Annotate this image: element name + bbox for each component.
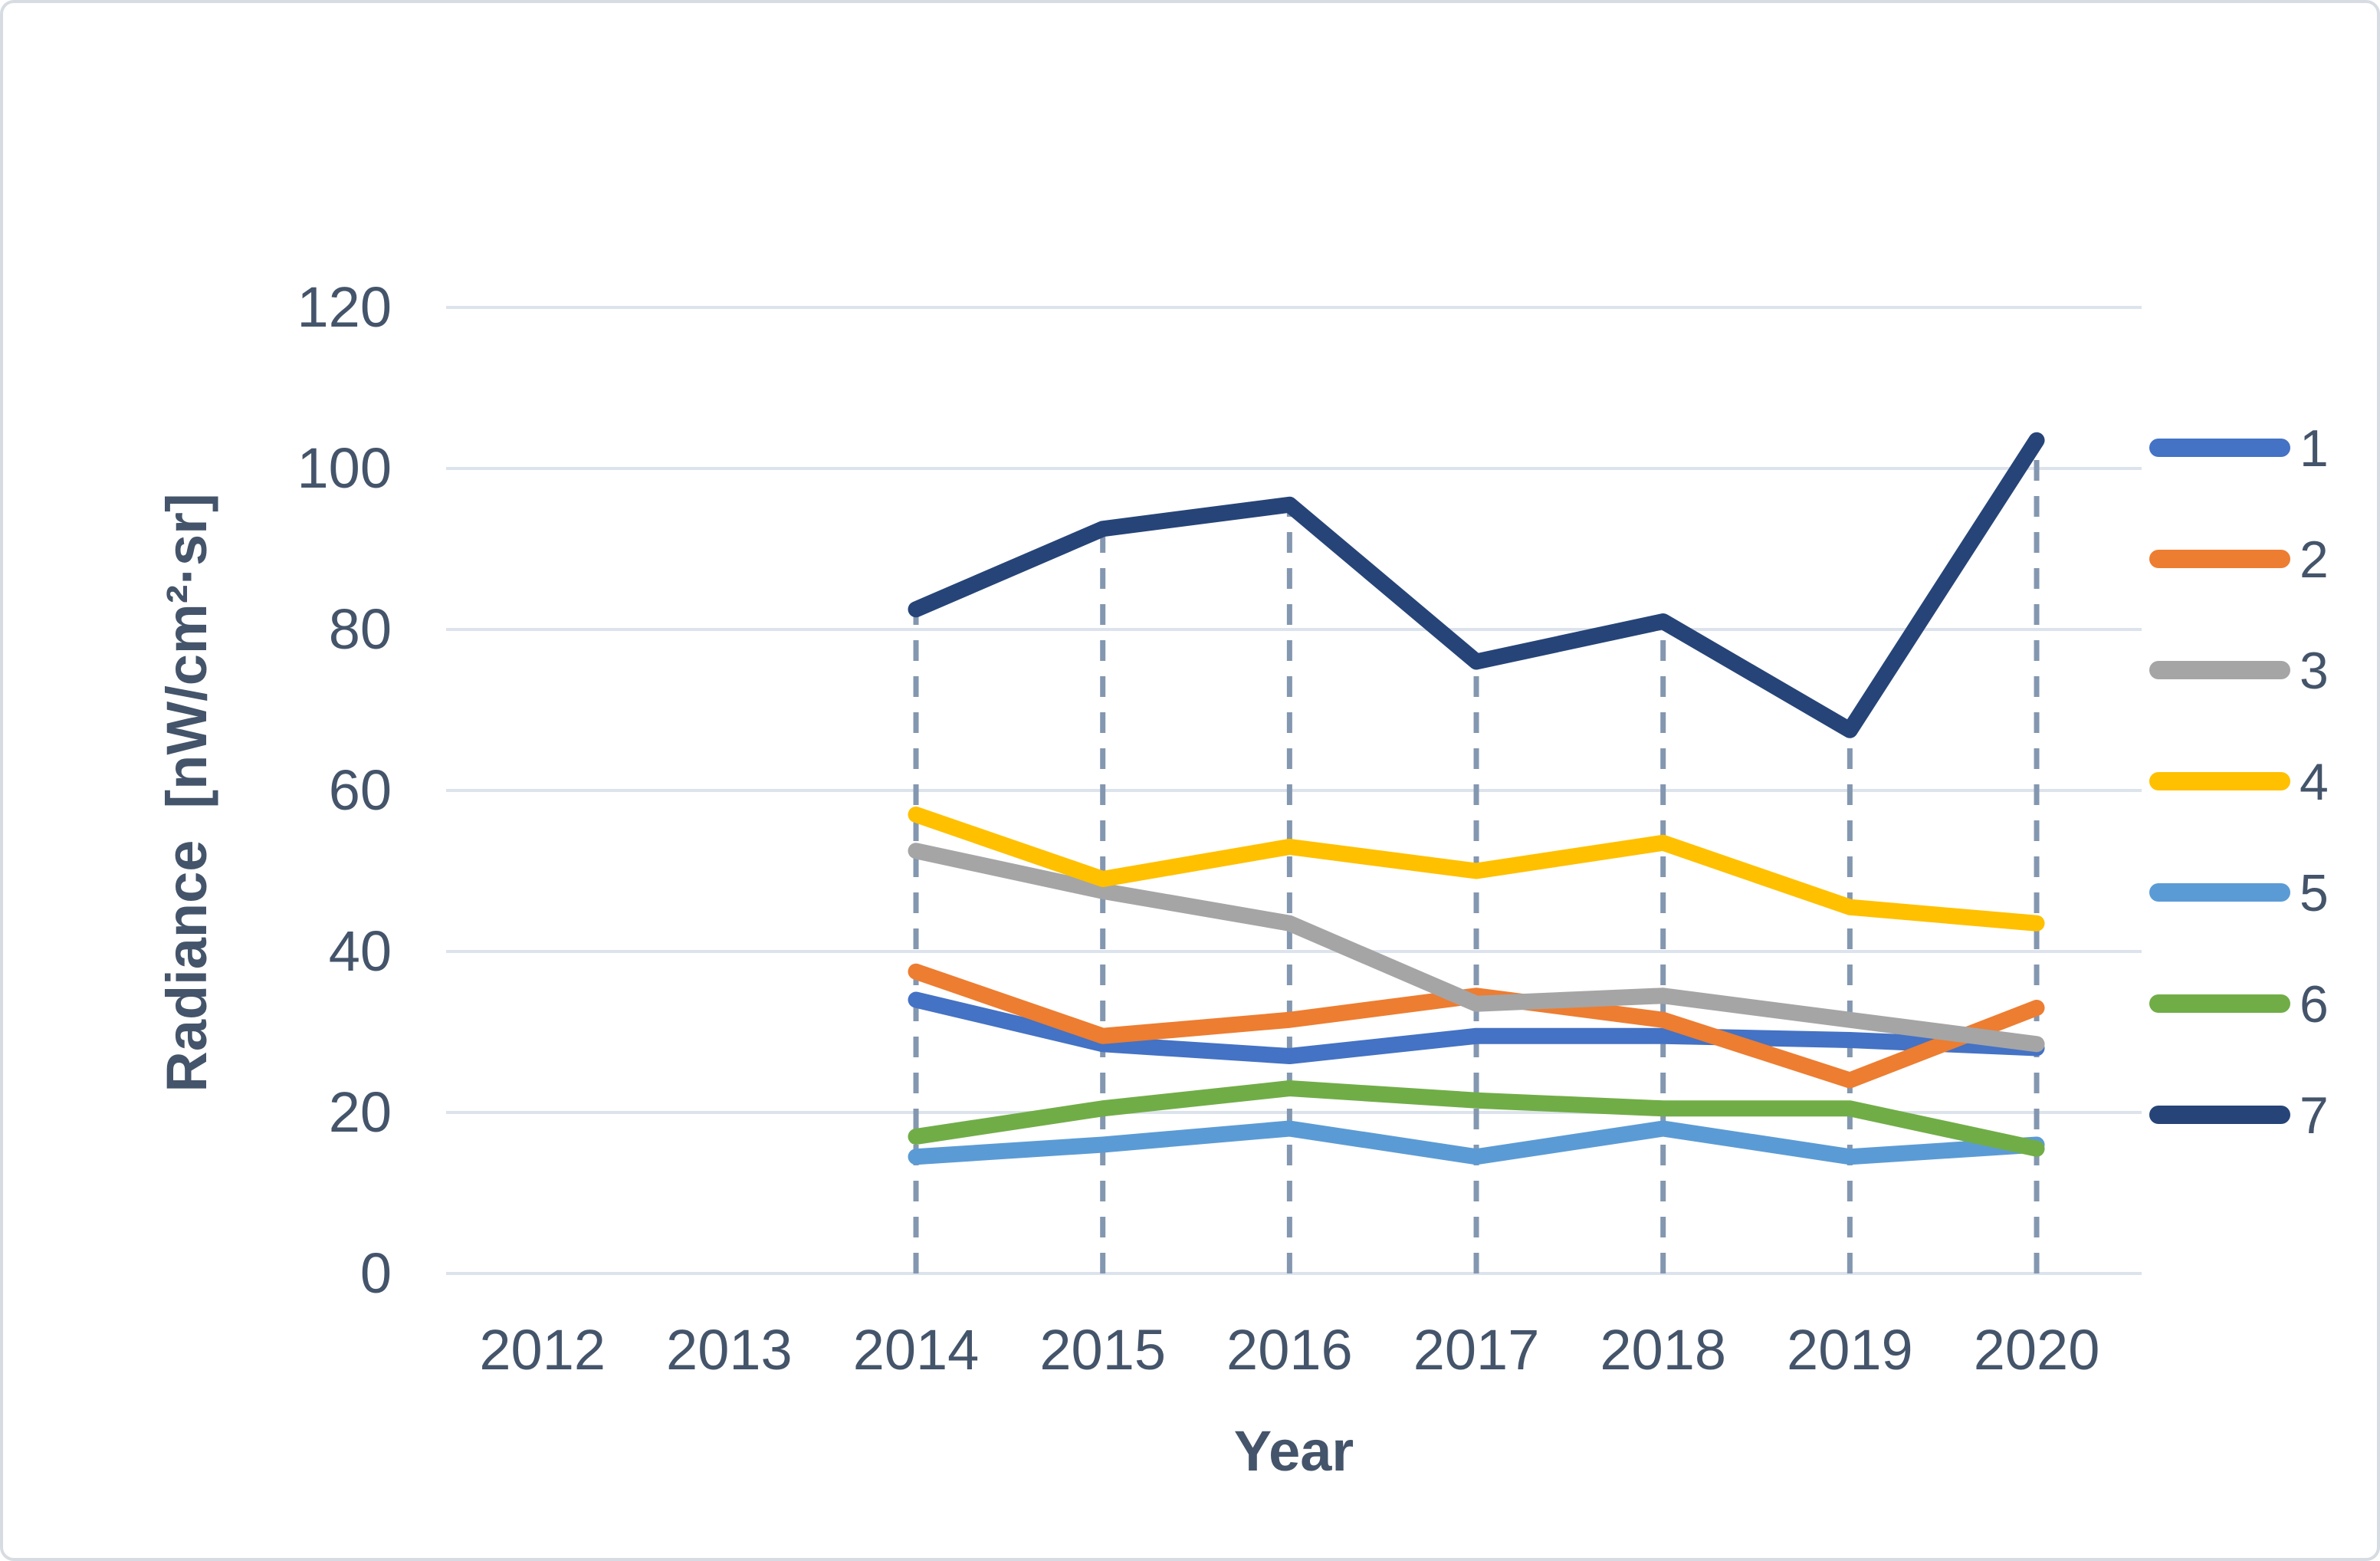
- x-tick-label: 2014: [853, 1318, 980, 1382]
- legend-label-4: 4: [2300, 753, 2329, 811]
- legend-label-1: 1: [2300, 419, 2329, 478]
- y-tick-label: 40: [329, 919, 392, 983]
- legend-label-5: 5: [2300, 864, 2329, 922]
- x-tick-label: 2013: [666, 1318, 793, 1382]
- x-tick-label: 2019: [1787, 1318, 1913, 1382]
- line-chart-canvas: 0 20 40 60 80 100 120 2012 2013 2014 2015 2016 2017 2…: [297, 275, 2329, 1382]
- x-axis-title: Year: [1233, 1419, 1354, 1483]
- legend-label-6: 6: [2300, 975, 2329, 1034]
- y-tick-label: 20: [329, 1080, 392, 1144]
- y-tick-label: 60: [329, 758, 392, 822]
- legend-label-3: 3: [2300, 642, 2329, 700]
- y-axis-title: Radiance [nW/cm²·sr]: [155, 493, 218, 1093]
- y-tick-label: 120: [297, 275, 392, 339]
- x-tick-label: 2020: [1974, 1318, 2100, 1382]
- series-line-4: [908, 807, 2045, 932]
- series-line-5: [908, 1120, 2045, 1165]
- legend-label-2: 2: [2300, 531, 2329, 589]
- y-tick-label: 80: [329, 597, 392, 661]
- x-tick-label: 2012: [479, 1318, 606, 1382]
- x-tick-label: 2017: [1413, 1318, 1540, 1382]
- series-line-3: [908, 843, 2045, 1053]
- series-line-6: [908, 1080, 2045, 1157]
- legend-label-7: 7: [2300, 1086, 2329, 1145]
- series-line-1: [908, 991, 2045, 1064]
- x-tick-label: 2015: [1039, 1318, 1166, 1382]
- x-tick-label: 2018: [1600, 1318, 1726, 1382]
- y-tick-label: 100: [297, 436, 392, 500]
- series-line-7: [908, 432, 2045, 738]
- x-tick-label: 2016: [1226, 1318, 1353, 1382]
- y-tick-label: 0: [360, 1241, 392, 1305]
